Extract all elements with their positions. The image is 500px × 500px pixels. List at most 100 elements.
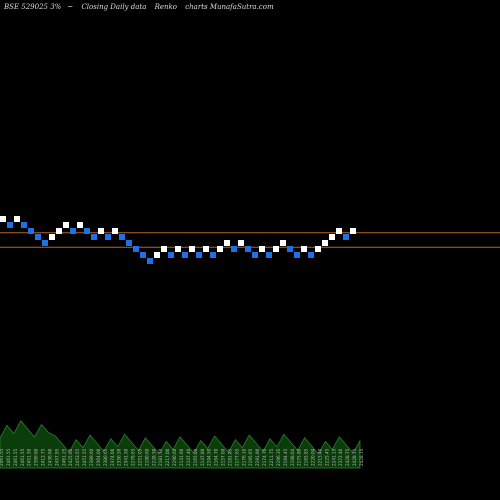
symbol-label: BSE 529025 3% <box>4 3 62 11</box>
bottom-value-label: 2147.80 <box>200 448 205 466</box>
bottom-value-label: 2211.75 <box>269 448 274 466</box>
renko-brick <box>294 252 300 258</box>
bottom-value-label: 2451.50 <box>27 448 32 466</box>
renko-brick <box>301 246 307 252</box>
renko-brick <box>322 240 328 246</box>
bottom-value-label: 2225.45 <box>324 448 329 466</box>
bottom-value-label: 2436.60 <box>47 448 52 466</box>
bottom-value-label: 2195.65 <box>248 448 253 466</box>
renko-brick <box>259 246 265 252</box>
renko-brick <box>56 228 62 234</box>
bottom-value-label: 2461.55 <box>6 448 11 466</box>
renko-brick <box>91 234 97 240</box>
bottom-value-label: 2461.25 <box>61 448 66 466</box>
bottom-value-label: 2228.50 <box>151 448 156 466</box>
bottom-value-label: 2157.60 <box>221 448 226 466</box>
renko-brick <box>28 228 34 234</box>
bottom-value-label: 2141.60 <box>179 448 184 466</box>
bottom-value-label: 2191.90 <box>255 448 260 466</box>
renko-brick <box>105 234 111 240</box>
renko-brick <box>329 234 335 240</box>
renko-brick <box>308 252 314 258</box>
bottom-value-label: 2451.55 <box>82 448 87 466</box>
renko-brick <box>287 246 293 252</box>
bottom-value-label: 2374.00 <box>110 448 115 466</box>
bottom-value-label: 2241.15 <box>331 448 336 466</box>
renko-brick <box>336 228 342 234</box>
bottom-value-label: 2428.75 <box>352 448 357 466</box>
bottom-value-label: 2198.04 <box>290 448 295 466</box>
bottom-value-label: 2389.60 <box>89 448 94 466</box>
renko-brick <box>182 252 188 258</box>
renko-brick <box>161 246 167 252</box>
bottom-value-label: 2380.65 <box>103 448 108 466</box>
renko-brick <box>196 252 202 258</box>
bottom-value-label: 2181.70 <box>158 448 163 466</box>
renko-brick <box>119 234 125 240</box>
renko-brick <box>42 240 48 246</box>
bottom-value-label: 2457.95 <box>54 448 59 466</box>
bottom-value-label: 2399.00 <box>34 448 39 466</box>
bottom-value-label: 2181.85 <box>227 448 232 466</box>
renko-brick <box>70 228 76 234</box>
renko-brick <box>280 240 286 246</box>
bottom-value-label: 2175.80 <box>297 448 302 466</box>
bottom-value-label: 2453.55 <box>75 448 80 466</box>
bottom-value-label: 2364.00 <box>96 448 101 466</box>
renko-brick <box>154 252 160 258</box>
renko-brick <box>63 222 69 228</box>
renko-brick <box>14 216 20 222</box>
volume-area <box>0 420 361 469</box>
bottom-value-label: 2190.60 <box>144 448 149 466</box>
bottom-value-label: 2372.40 <box>338 448 343 466</box>
renko-brick <box>175 246 181 252</box>
renko-brick <box>21 222 27 228</box>
bottom-value-label: 2165.85 <box>304 448 309 466</box>
renko-brick <box>147 258 153 264</box>
bottom-value-label: 2176.10 <box>241 448 246 466</box>
bottom-value-label: 2412.75 <box>41 448 46 466</box>
renko-brick <box>140 252 146 258</box>
renko-brick <box>98 228 104 234</box>
renko-brick <box>266 252 272 258</box>
bottom-value-label: 2217.00 <box>165 448 170 466</box>
renko-brick <box>35 234 41 240</box>
renko-brick <box>350 228 356 234</box>
bottom-value-label: 2278.65 <box>131 448 136 466</box>
bottom-value-label: 2165.00 <box>193 448 198 466</box>
bottom-value-label: 2251.05 <box>137 448 142 466</box>
renko-brick <box>126 240 132 246</box>
bottom-value-label: 2461.55 <box>13 448 18 466</box>
renko-brick <box>0 216 6 222</box>
renko-brick <box>112 228 118 234</box>
renko-brick <box>315 246 321 252</box>
renko-brick <box>224 240 230 246</box>
bottom-value-label: 2341.50 <box>124 448 129 466</box>
renko-brick <box>133 246 139 252</box>
desc1-label: Closing Daily data <box>81 3 147 11</box>
renko-brick <box>168 252 174 258</box>
arrow-label: ~ <box>67 3 74 11</box>
desc3-label: charts MunafaSutra.com <box>185 3 274 11</box>
renko-brick <box>203 246 209 252</box>
renko-brick <box>252 252 258 258</box>
renko-brick <box>238 240 244 246</box>
renko-brick <box>217 246 223 252</box>
bottom-value-label: 2425.00 <box>68 448 73 466</box>
bottom-value-label: 2147.40 <box>186 448 191 466</box>
bottom-value-label: 2350.50 <box>117 448 122 466</box>
renko-brick <box>273 246 279 252</box>
bottom-value-label: 2164.70 <box>214 448 219 466</box>
renko-brick <box>49 234 55 240</box>
bottom-value-label: 2220.00 <box>311 448 316 466</box>
bottom-value-label: 2177.65 <box>234 448 239 466</box>
bottom-value-label: 2194.45 <box>283 448 288 466</box>
renko-brick <box>231 246 237 252</box>
bottom-value-label: 2194.50 <box>207 448 212 466</box>
desc2-label: Renko <box>154 3 178 11</box>
bottom-value-label: 2190.60 <box>172 448 177 466</box>
renko-brick <box>189 246 195 252</box>
bottom-value-label: 2428.75 <box>359 448 364 466</box>
bottom-value-label: 2461.55 <box>0 448 4 466</box>
